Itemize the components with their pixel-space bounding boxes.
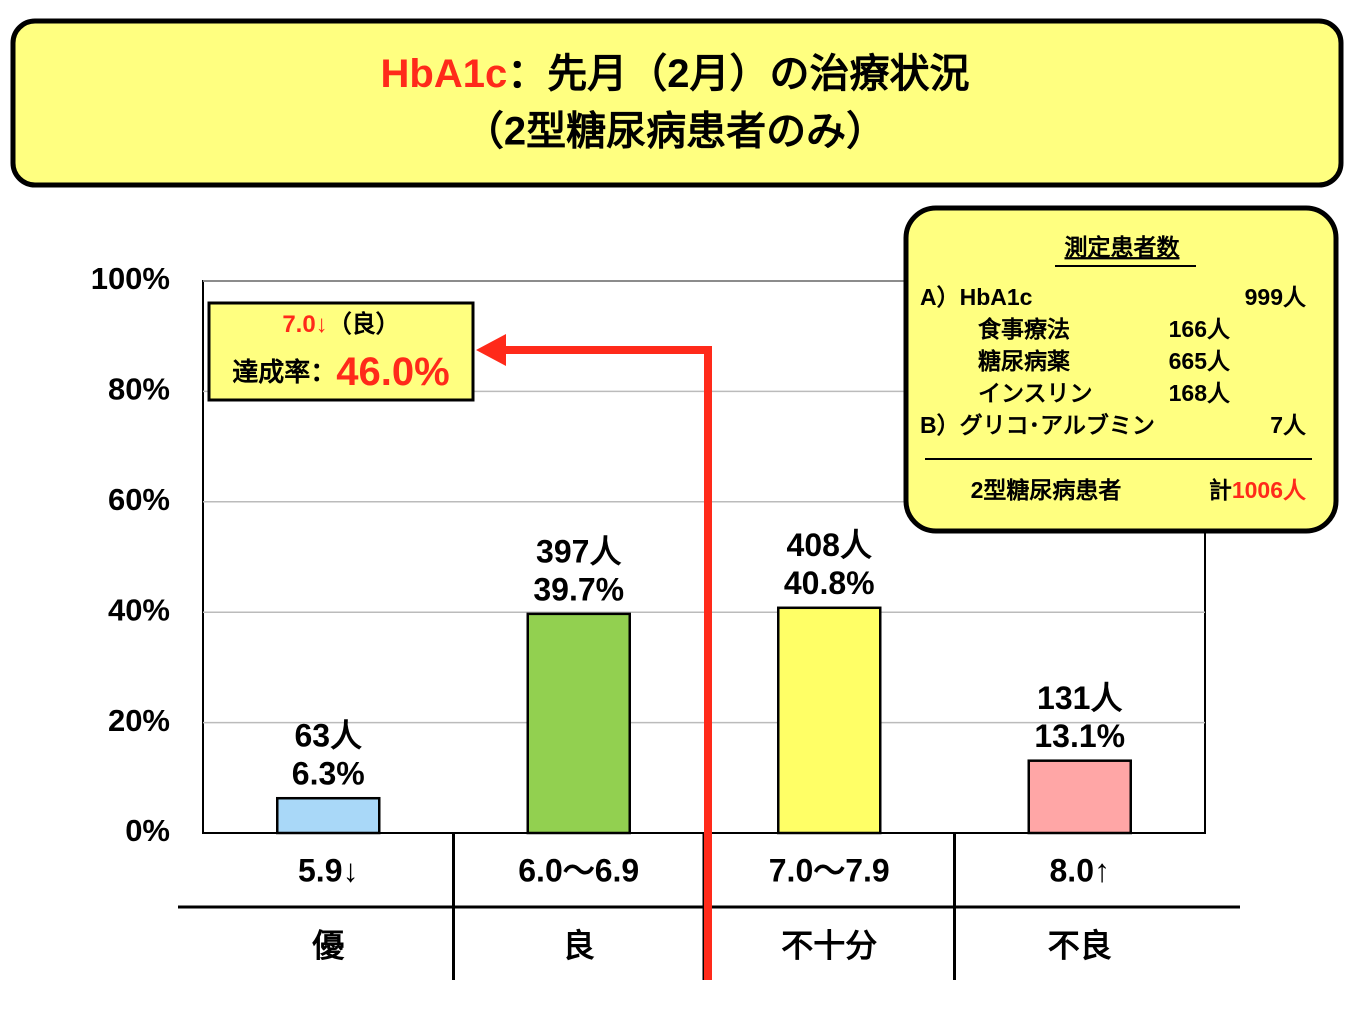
bar [777, 606, 882, 835]
y-tick-label: 80% [108, 372, 170, 407]
total-number: 1006人 [1232, 477, 1307, 503]
grade-label: 不良 [1048, 927, 1112, 963]
value-label: 40.8% [784, 565, 875, 601]
total-label: 2型糖尿病患者 [971, 477, 1122, 503]
info-title: 測定患者数 [1065, 234, 1181, 260]
arrow-head [476, 334, 506, 366]
bar [276, 796, 381, 835]
info-label: 糖尿病薬 [978, 348, 1070, 374]
annotation-title: 7.0↓（良） [282, 310, 399, 338]
x-tick-label: 8.0↑ [1050, 852, 1110, 888]
info-value: 7人 [1270, 412, 1307, 438]
info-box [903, 205, 1339, 534]
info-label: A）HbA1c [920, 284, 1033, 310]
arrow [500, 346, 712, 980]
bar [526, 612, 631, 835]
info-label: インスリン [978, 380, 1093, 406]
info-value: 166人 [1169, 316, 1231, 342]
y-tick-label: 60% [108, 482, 170, 517]
subtitle: （2型糖尿病患者のみ） [464, 110, 886, 154]
title-box [10, 18, 1344, 188]
info-label: B）グリコ･アルブミン [920, 412, 1155, 438]
count-label: 408人 [787, 527, 872, 563]
y-tick-label: 100% [91, 261, 170, 296]
value-label: 13.1% [1034, 718, 1125, 754]
y-tick-label: 40% [108, 592, 170, 627]
bar [1027, 759, 1132, 835]
chart-title: HbA1c：先月（2月）の治療状況 [381, 52, 970, 96]
y-tick-label: 0% [125, 813, 170, 848]
value-label: 39.7% [533, 571, 624, 607]
value-label: 6.3% [292, 756, 365, 792]
count-label: 397人 [536, 533, 621, 569]
grade-label: 優 [311, 927, 345, 963]
title-text: ：先月（2月）の治療状況 [507, 52, 969, 96]
info-label: 食事療法 [978, 316, 1070, 342]
x-tick-label: 7.0～7.9 [769, 852, 890, 888]
info-value: 168人 [1169, 380, 1231, 406]
count-label: 131人 [1037, 680, 1122, 716]
x-tick-label: 5.9↓ [298, 852, 358, 888]
threshold: 7.0↓ [282, 311, 327, 338]
grade: （良） [328, 310, 400, 338]
grade-label: 不十分 [781, 927, 877, 963]
rate-label: 達成率： [232, 357, 336, 387]
annotation-box [207, 301, 475, 402]
count-label: 63人 [294, 718, 362, 754]
y-tick-label: 20% [108, 703, 170, 738]
grade-label: 良 [563, 927, 595, 963]
annotation-rate: 達成率：46.0% [232, 350, 449, 394]
x-tick-label: 6.0～6.9 [518, 852, 639, 888]
total-prefix: 計 [1209, 477, 1232, 503]
rate: 46.0% [336, 350, 449, 394]
info-value: 665人 [1169, 348, 1231, 374]
title-highlight: HbA1c [381, 52, 508, 96]
total-value: 計1006人 [1209, 477, 1307, 503]
info-value: 999人 [1245, 284, 1307, 310]
